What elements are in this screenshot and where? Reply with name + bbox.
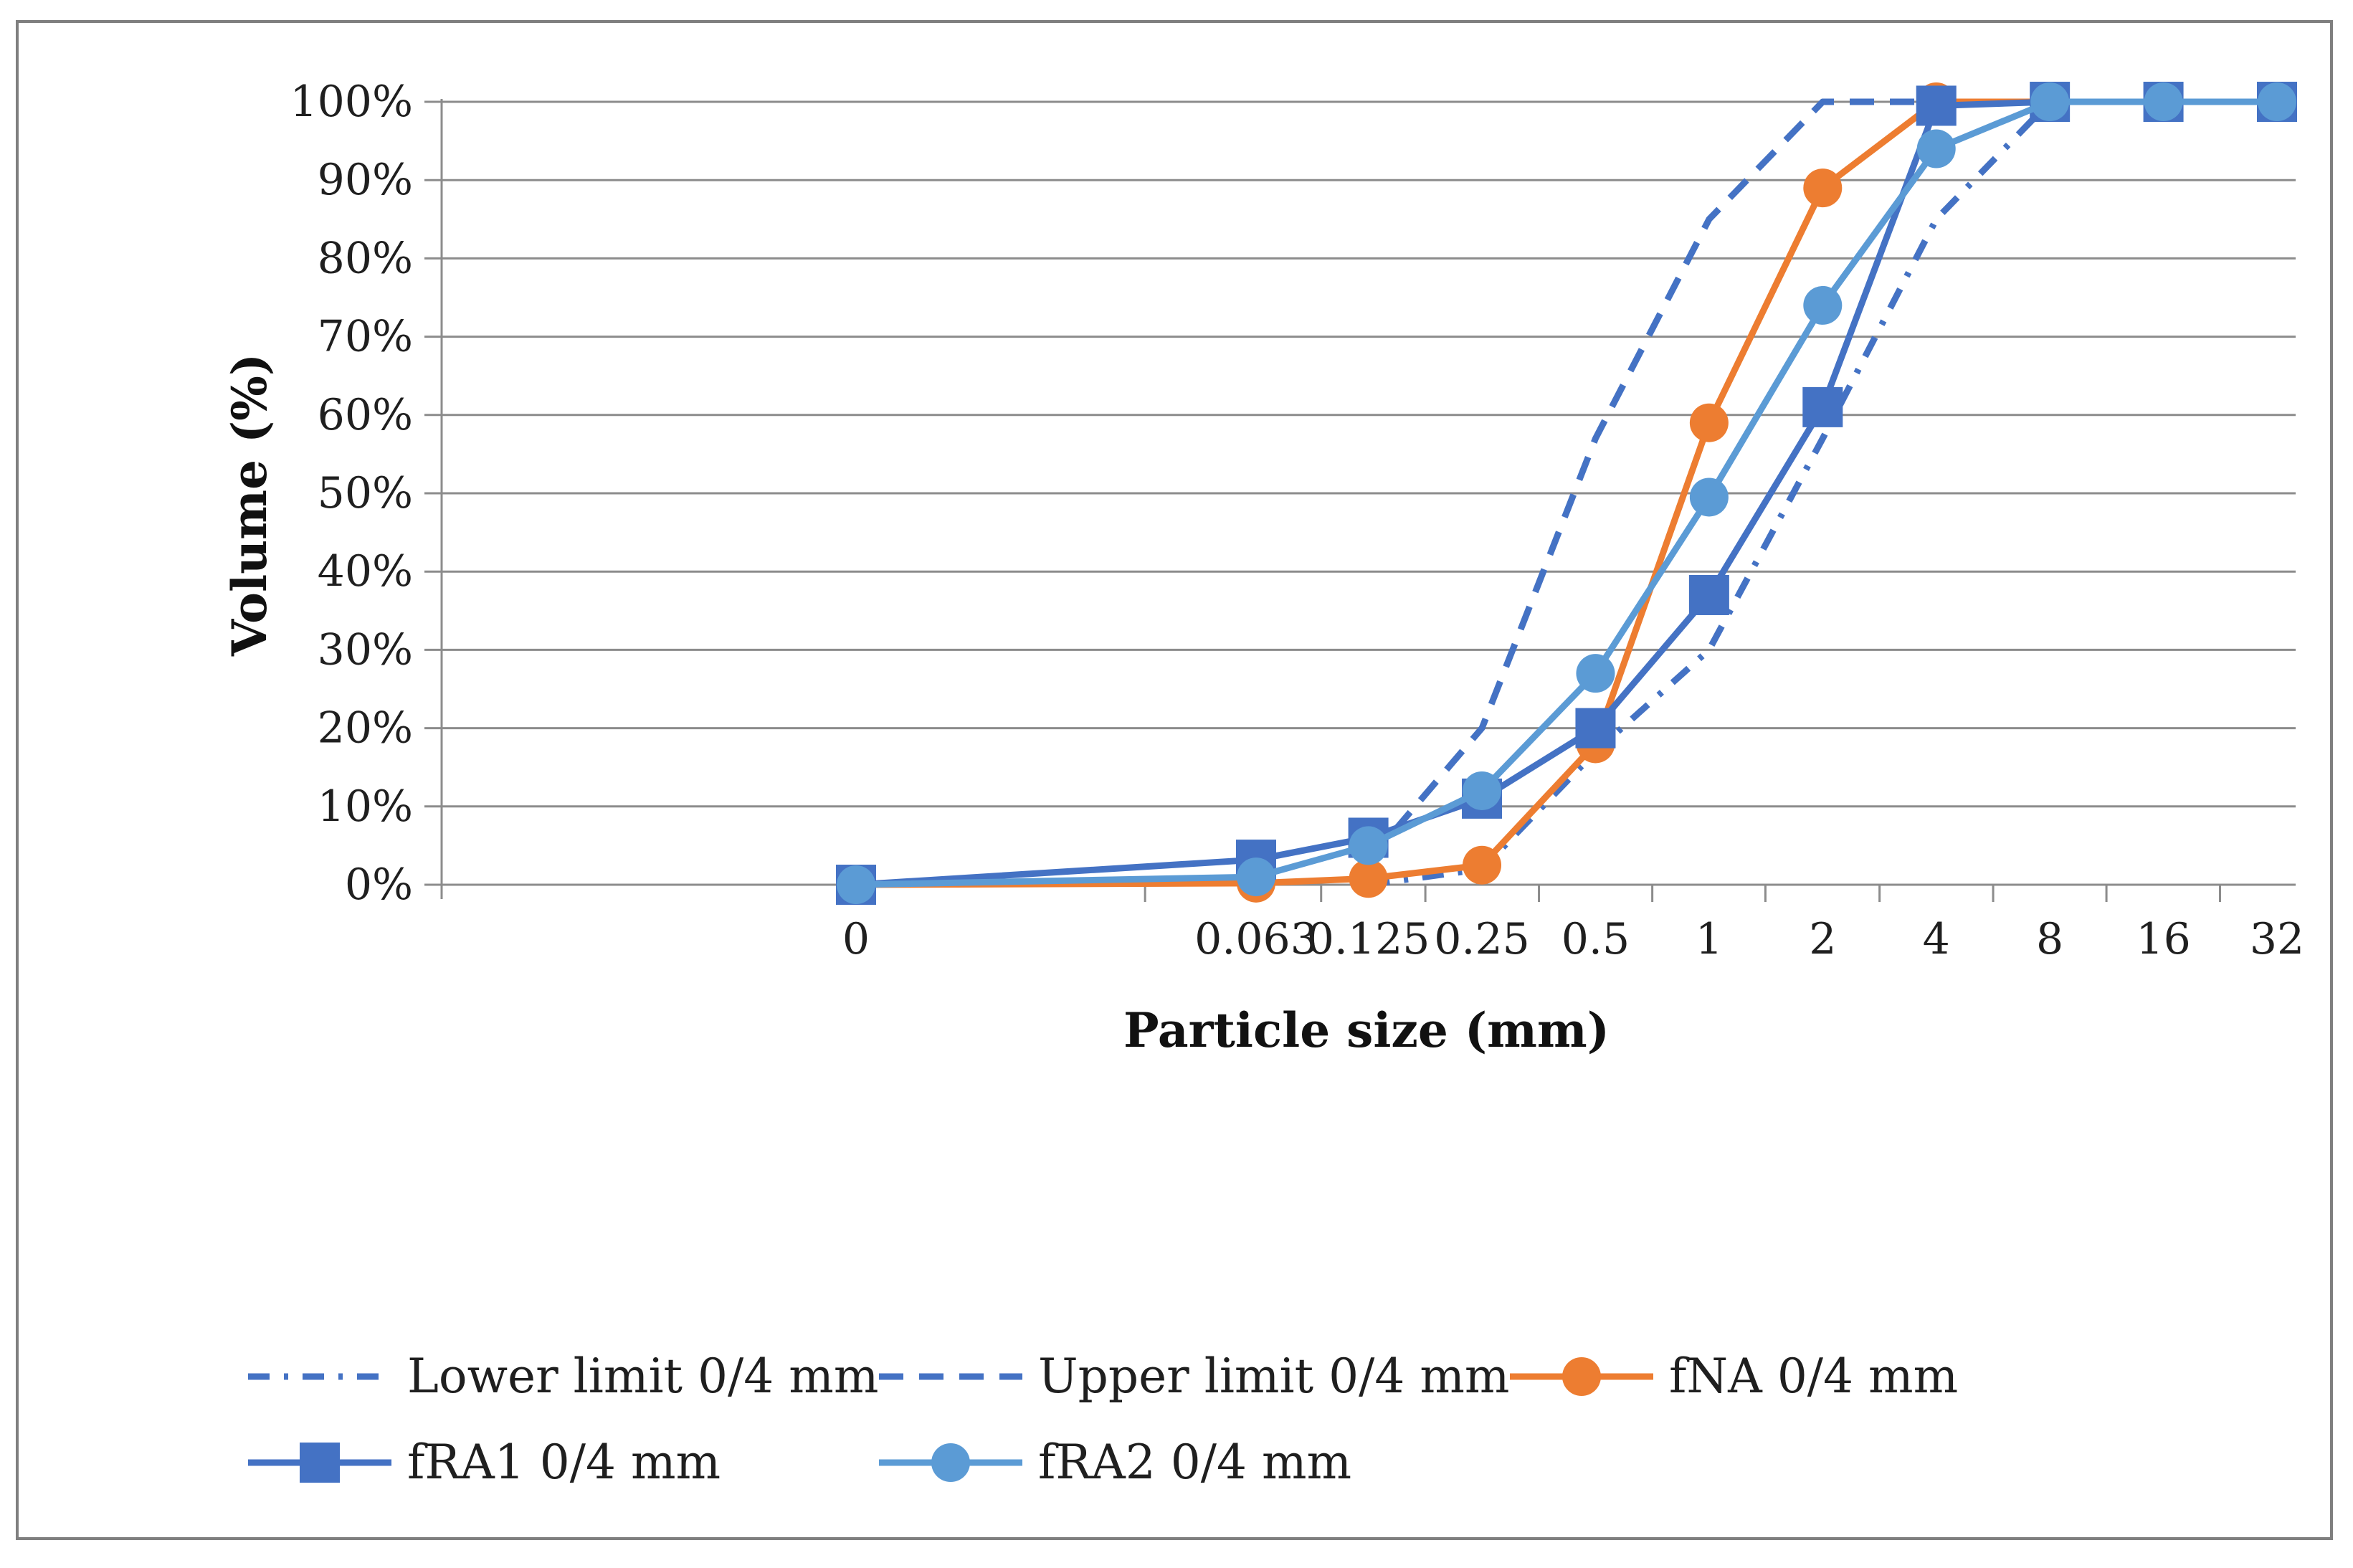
x-tick-label-0.25: 0.25 — [1434, 914, 1530, 964]
y-tick-label-0: 0% — [345, 860, 413, 910]
data-point-1-49.5 — [1689, 477, 1729, 517]
legend-label: Upper limit 0/4 mm — [1038, 1349, 1510, 1404]
data-point-2-61 — [1802, 386, 1843, 427]
legend-label: fRA1 0/4 mm — [407, 1435, 721, 1490]
data-point-0.25-2.5 — [1463, 845, 1502, 885]
series-group — [836, 82, 2297, 905]
y-tick-label-20: 20% — [318, 703, 413, 754]
x-tick-label-8: 8 — [2036, 914, 2063, 964]
x-axis-title: Particle size (mm) — [1123, 1002, 1610, 1058]
data-point-0-0 — [837, 865, 875, 904]
series-line — [1366, 98, 2277, 864]
legend-label: Lower limit 0/4 mm — [407, 1349, 878, 1404]
y-tick-label-90: 90% — [318, 155, 413, 205]
y-tick-label-80: 80% — [318, 233, 413, 283]
legend-item-4: fRA2 0/4 mm — [879, 1435, 1351, 1490]
x-tick-label-0.125: 0.125 — [1307, 914, 1430, 964]
x-tick-label-0.063: 0.063 — [1194, 914, 1318, 964]
chart-frame: 0% 10% 20% 30% 40% 50% 60% 70% 80% 90% 100% 0 0.063… — [16, 20, 2333, 1540]
series-upper-limit-0-4-mm — [1366, 98, 2277, 864]
data-point-0.25-12 — [1463, 771, 1502, 810]
x-tick-label-1: 1 — [1696, 914, 1723, 964]
legend-marker — [300, 1443, 340, 1483]
legend-label: fNA 0/4 mm — [1669, 1349, 1958, 1404]
data-point-2-74 — [1803, 285, 1843, 325]
legend-marker — [1562, 1357, 1601, 1396]
data-point-1-37 — [1688, 574, 1729, 615]
x-tick-label-16: 16 — [2136, 914, 2190, 964]
axes — [424, 99, 2296, 902]
data-point-1-59 — [1689, 403, 1729, 442]
x-tick-label-32: 32 — [2250, 914, 2304, 964]
legend-item-0: Lower limit 0/4 mm — [248, 1349, 878, 1404]
legend: Lower limit 0/4 mm Upper limit 0/4 mm fNA … — [248, 1349, 1958, 1490]
data-point-16-100 — [2144, 82, 2183, 121]
data-point-0.125-5 — [1349, 826, 1388, 865]
y-tick-label-50: 50% — [318, 468, 413, 518]
data-point-32-100 — [2258, 82, 2296, 121]
y-tick-label-60: 60% — [318, 390, 413, 440]
y-axis-title: Volume (%) — [222, 353, 277, 657]
x-tick-label-0.5: 0.5 — [1561, 914, 1630, 964]
data-point-4-94 — [1916, 129, 1956, 168]
data-point-0.063-1 — [1237, 857, 1275, 897]
y-tick-label-10: 10% — [318, 781, 413, 832]
legend-label: fRA2 0/4 mm — [1038, 1435, 1351, 1490]
legend-marker — [931, 1443, 970, 1482]
gridlines — [442, 100, 2296, 808]
legend-item-3: fRA1 0/4 mm — [248, 1435, 721, 1490]
chart: 0% 10% 20% 30% 40% 50% 60% 70% 80% 90% 100% 0 0.063… — [222, 77, 2304, 1490]
y-tick-label-30: 30% — [318, 624, 413, 675]
y-tick-labels: 0% 10% 20% 30% 40% 50% 60% 70% 80% 90% 100% — [290, 77, 413, 910]
x-tick-label-0: 0 — [842, 914, 870, 964]
x-tick-label-2: 2 — [1809, 914, 1836, 964]
y-tick-label-40: 40% — [318, 546, 413, 597]
data-point-4-99.5 — [1916, 85, 1957, 126]
data-point-0.125-0.8 — [1349, 859, 1388, 898]
series-fra2-0-4-mm — [837, 82, 2296, 904]
data-point-8-100 — [2030, 82, 2070, 121]
y-tick-label-100: 100% — [290, 77, 413, 127]
data-point-0.5-20 — [1575, 708, 1616, 749]
x-tick-label-4: 4 — [1923, 914, 1950, 964]
legend-item-1: Upper limit 0/4 mm — [879, 1349, 1510, 1404]
data-point-2-89 — [1803, 168, 1843, 208]
y-tick-label-70: 70% — [318, 312, 413, 362]
legend-item-2: fNA 0/4 mm — [1510, 1349, 1958, 1404]
data-point-0.5-27 — [1576, 654, 1615, 693]
